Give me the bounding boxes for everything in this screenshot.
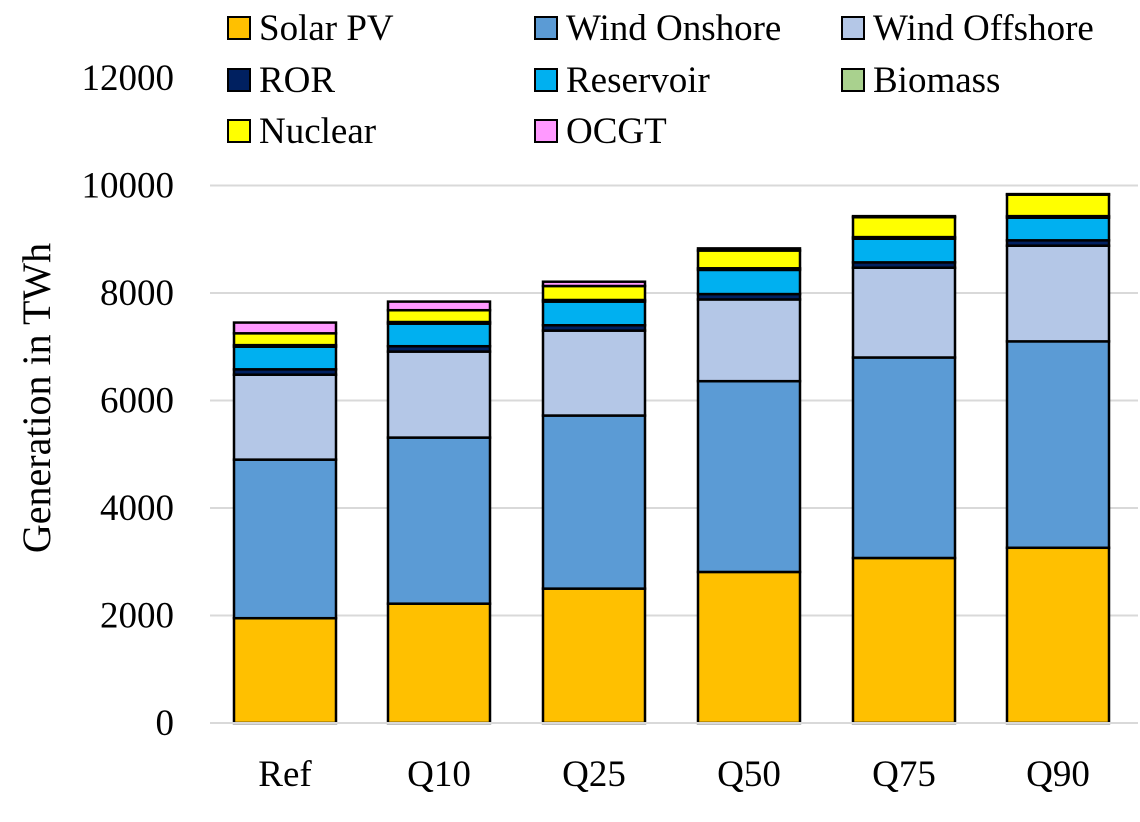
bar-segment-reservoir [851,237,957,264]
y-axis: 0 2000 4000 6000 8000 10000 12000 [82,58,175,744]
legend-label: Wind Onshore [566,8,781,49]
bar-segment-wind-onshore [696,379,802,574]
legend-label: OCGT [566,111,667,152]
bar-segment-ocgt [541,280,647,288]
gridlines [210,184,1138,617]
x-tick-label: Q90 [1026,754,1090,795]
legend-swatch [534,16,558,40]
bar-segment-wind-onshore [232,458,338,620]
legend-item-reservoir: Reservoir [534,60,710,101]
legend: Solar PV Wind Onshore Wind Offshore ROR Rese… [227,8,1094,152]
bar-segment-wind-onshore [851,356,957,560]
bar-segment-solar-pv [232,616,338,725]
bar-segment-reservoir [1005,216,1111,242]
bar-segment-nuclear [696,249,802,270]
bar-segment-nuclear [232,332,338,347]
bar-segment-solar-pv [541,587,647,725]
bar-segment-ocgt [386,300,492,312]
bar-segment-reservoir [696,268,802,296]
bar-segment-nuclear [541,284,647,302]
x-tick-label: Q75 [872,754,936,795]
y-axis-title: Generation in TWh [14,243,59,553]
bar-segment-solar-pv [386,602,492,725]
legend-item-ocgt: OCGT [534,111,667,152]
bar-segment-wind-offshore [851,266,957,359]
legend-swatch [227,16,251,40]
y-tick-label: 8000 [100,273,174,314]
legend-item-solar-pv: Solar PV [227,8,394,49]
bar-segment-nuclear [1005,193,1111,218]
bar-segment-wind-onshore [1005,340,1111,550]
bar-segment-ocgt [696,247,802,252]
legend-item-wind-offshore: Wind Offshore [841,8,1094,49]
bar-segment-reservoir [541,300,647,327]
legend-label: Biomass [873,60,1000,101]
x-tick-label: Q10 [407,754,471,795]
y-tick-label: 6000 [100,381,174,422]
y-tick-label: 12000 [82,58,175,99]
bar-segment-wind-offshore [1005,244,1111,343]
legend-swatch [227,119,251,143]
bar-segment-solar-pv [1005,546,1111,725]
legend-swatch [227,68,251,92]
legend-label: Wind Offshore [873,8,1094,49]
legend-item-wind-onshore: Wind Onshore [534,8,781,49]
bar-segment-solar-pv [696,570,802,725]
y-tick-label: 2000 [100,596,174,637]
bar-segment-wind-offshore [386,350,492,439]
x-axis: Ref Q10 Q25 Q50 Q75 Q90 [210,722,1138,795]
x-tick-label: Q25 [562,754,626,795]
bar-segment-wind-onshore [386,436,492,605]
bar-segment-nuclear [386,308,492,324]
y-tick-label: 0 [156,703,175,744]
y-tick-label: 4000 [100,488,174,529]
legend-label: Reservoir [566,60,710,101]
bar-segment-reservoir [386,322,492,348]
legend-swatch [841,16,865,40]
x-tick-label: Q50 [717,754,781,795]
legend-label: Solar PV [259,8,394,49]
legend-swatch [841,68,865,92]
legend-item-nuclear: Nuclear [227,111,376,152]
bar-segment-wind-offshore [541,329,647,417]
legend-swatch [534,68,558,92]
bar-segment-solar-pv [851,556,957,725]
x-tick-label: Ref [258,754,312,795]
bar-segment-ocgt [851,214,957,219]
legend-item-biomass: Biomass [841,60,1000,101]
bar-segment-wind-onshore [541,414,647,590]
bar-segment-wind-offshore [232,373,338,461]
legend-swatch [534,119,558,143]
bars [232,192,1111,725]
bar-segment-ocgt [1005,192,1111,196]
bar-segment-nuclear [851,215,957,239]
legend-item-ror: ROR [227,60,335,101]
bar-segment-wind-offshore [696,298,802,383]
bar-segment-reservoir [232,345,338,371]
y-tick-label: 10000 [82,166,175,207]
legend-label: Nuclear [259,111,376,152]
bar-segment-ocgt [232,321,338,335]
legend-label: ROR [259,60,335,101]
